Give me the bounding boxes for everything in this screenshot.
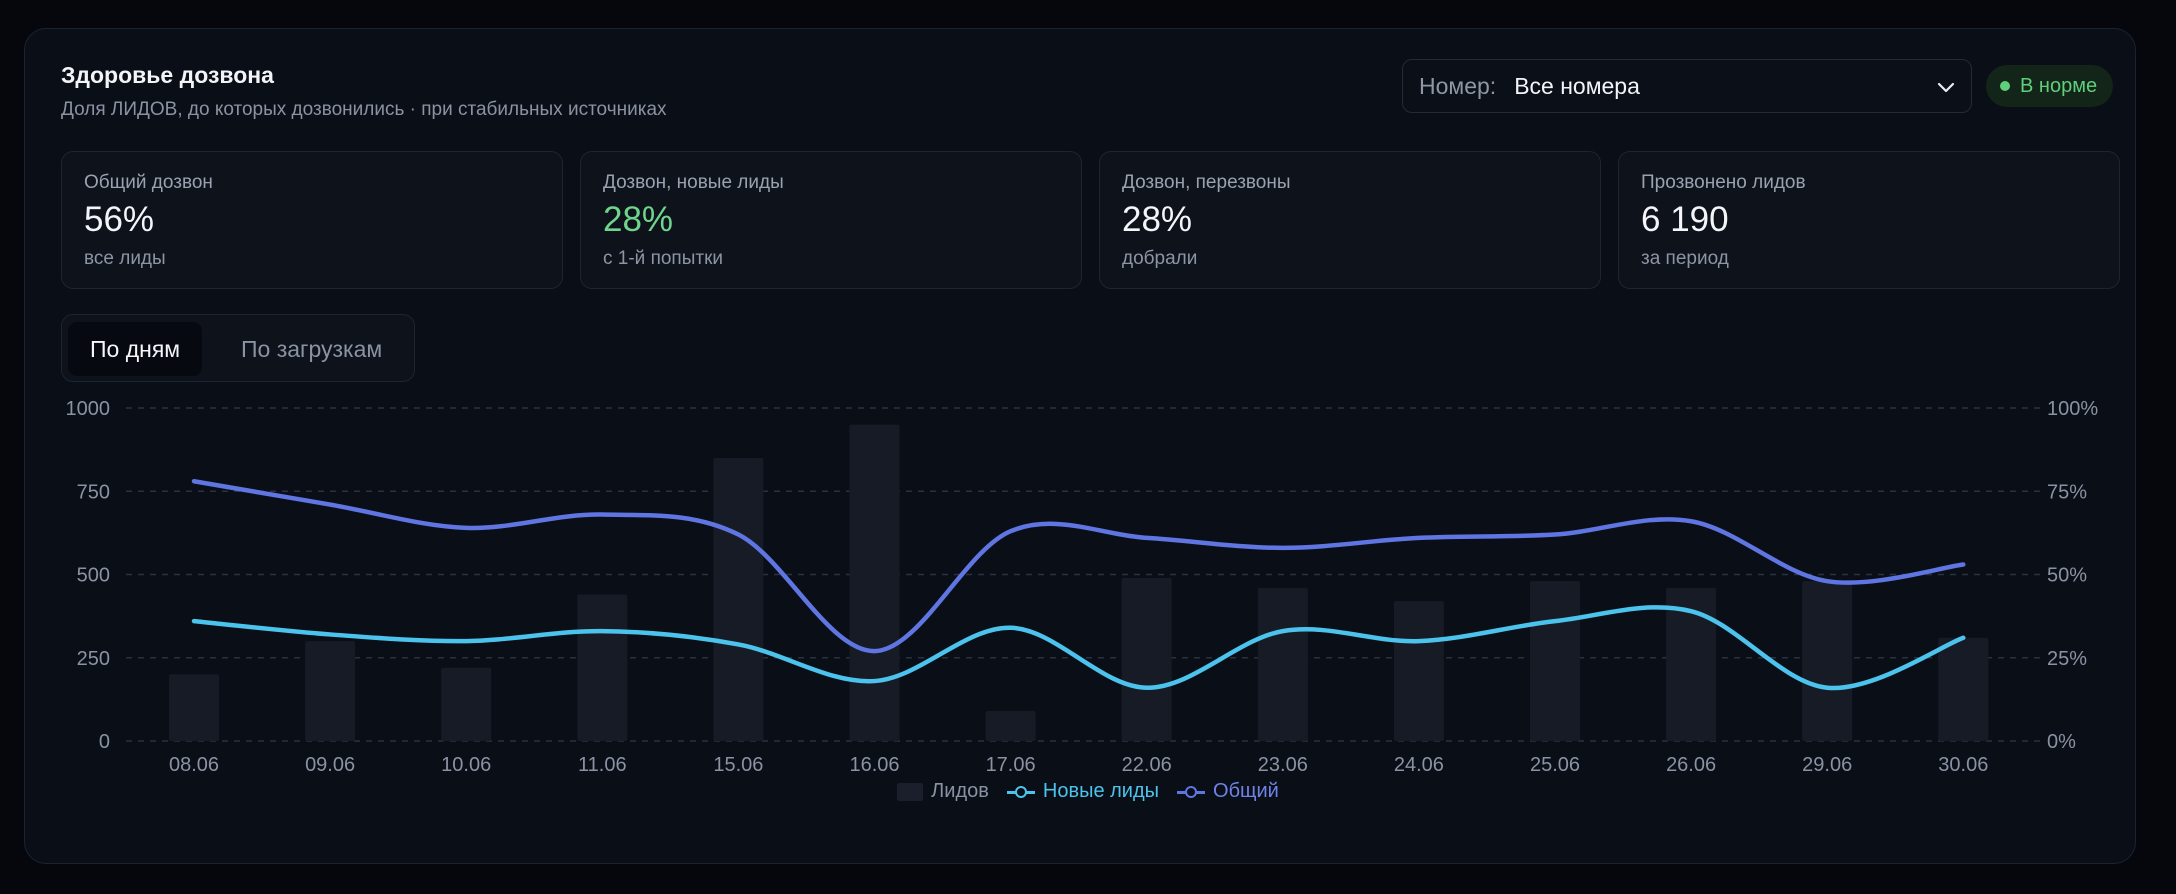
- kpi-label: Дозвон, перезвоны: [1122, 172, 1291, 193]
- bar-leads: [1938, 637, 1989, 741]
- x-tick-label: 10.06: [441, 754, 491, 776]
- legend-item-leads[interactable]: Лидов: [897, 780, 989, 803]
- kpi-label: Прозвонено лидов: [1641, 172, 1806, 193]
- legend-line-swatch: [1177, 785, 1206, 798]
- line-new-leads: [191, 605, 1966, 691]
- x-tick-label: 09.06: [305, 754, 355, 776]
- chevron-down-icon: [1937, 82, 1955, 93]
- x-tick-label: 15.06: [713, 754, 763, 776]
- kpi-leads-called: Прозвонено лидов 6 190 за период: [1618, 151, 2120, 289]
- legend-bar-swatch: [897, 782, 924, 801]
- number-select[interactable]: Номер: Все номера: [1402, 59, 1972, 113]
- status-badge-label: В норме: [2020, 74, 2098, 97]
- x-tick-label: 30.06: [1938, 754, 1988, 776]
- y-left-tick-label: 250: [77, 648, 110, 670]
- x-tick-label: 22.06: [1122, 754, 1172, 776]
- chart-legend: Лидов Новые лиды Общий: [0, 780, 2176, 803]
- x-tick-label: 26.06: [1666, 754, 1716, 776]
- bar-leads: [305, 641, 356, 741]
- bar-leads: [577, 594, 628, 741]
- status-badge: В норме: [1986, 65, 2114, 107]
- bar-leads: [1121, 577, 1172, 741]
- x-tick-label: 11.06: [578, 754, 627, 776]
- x-tick-label: 23.06: [1258, 754, 1308, 776]
- x-tick-label: 29.06: [1802, 754, 1852, 776]
- status-dot-icon: [2000, 81, 2010, 91]
- kpi-value: 56%: [84, 200, 155, 239]
- kpi-value: 28%: [1122, 200, 1193, 239]
- kpi-callback-reach: Дозвон, перезвоны 28% добрали: [1099, 151, 1601, 289]
- kpi-sub: за период: [1641, 248, 1729, 269]
- kpi-sub: все лиды: [84, 248, 166, 269]
- bar-leads: [1666, 587, 1717, 741]
- y-right-tick-label: 50%: [2047, 565, 2087, 587]
- legend-label: Общий: [1213, 780, 1279, 802]
- y-left-tick-label: 500: [77, 565, 110, 587]
- legend-line-swatch: [1006, 785, 1035, 798]
- legend-label: Новые лиды: [1042, 780, 1160, 802]
- y-right-tick-label: 0%: [2047, 731, 2076, 753]
- card-subtitle: Доля ЛИДОВ, до которых дозвонились · при…: [61, 99, 667, 120]
- x-tick-label: 08.06: [169, 754, 219, 776]
- x-tick-label: 24.06: [1394, 754, 1444, 776]
- y-left-tick-label: 1000: [66, 398, 111, 420]
- x-tick-label: 16.06: [849, 754, 899, 776]
- bar-leads: [1530, 581, 1580, 741]
- kpi-total-reach: Общий дозвон 56% все лиды: [61, 151, 563, 289]
- bar-leads: [985, 711, 1036, 741]
- card-title: Здоровье дозвона: [61, 62, 274, 88]
- bar-leads: [1257, 587, 1308, 741]
- y-right-tick-label: 100%: [2047, 398, 2098, 420]
- bar-leads: [1802, 581, 1853, 741]
- legend-item-new-leads[interactable]: Новые лиды: [1006, 780, 1160, 803]
- y-right-tick-label: 75%: [2047, 481, 2087, 503]
- number-select-value: Все номера: [1514, 72, 1640, 99]
- kpi-sub: добрали: [1122, 248, 1198, 269]
- tab-by-uploads[interactable]: По загрузкам: [241, 336, 383, 362]
- line-total: [191, 479, 1966, 654]
- bar-leads: [169, 674, 219, 741]
- kpi-label: Дозвон, новые лиды: [603, 172, 784, 193]
- kpi-value: 6 190: [1641, 200, 1729, 239]
- number-select-label: Номер:: [1419, 72, 1497, 99]
- tab-by-days[interactable]: По дням: [68, 322, 203, 376]
- kpi-sub: с 1-й попытки: [603, 248, 723, 269]
- legend-label: Лидов: [931, 780, 989, 802]
- x-tick-label: 17.06: [986, 754, 1036, 776]
- kpi-value: 28%: [603, 200, 674, 239]
- bar-leads: [713, 457, 764, 741]
- bar-leads: [441, 667, 492, 741]
- view-tabs: По дням По загрузкам: [61, 314, 415, 382]
- x-tick-label: 25.06: [1530, 754, 1580, 776]
- y-right-tick-label: 25%: [2047, 648, 2087, 670]
- legend-item-total[interactable]: Общий: [1177, 780, 1279, 803]
- call-health-card: Здоровье дозвона Доля ЛИДОВ, до которых …: [24, 28, 2136, 864]
- y-left-tick-label: 0: [99, 731, 110, 753]
- bar-leads: [849, 424, 900, 741]
- kpi-label: Общий дозвон: [84, 172, 213, 193]
- bar-leads: [1393, 601, 1444, 741]
- kpi-new-leads-reach: Дозвон, новые лиды 28% с 1-й попытки: [580, 151, 1082, 289]
- y-left-tick-label: 750: [77, 481, 110, 503]
